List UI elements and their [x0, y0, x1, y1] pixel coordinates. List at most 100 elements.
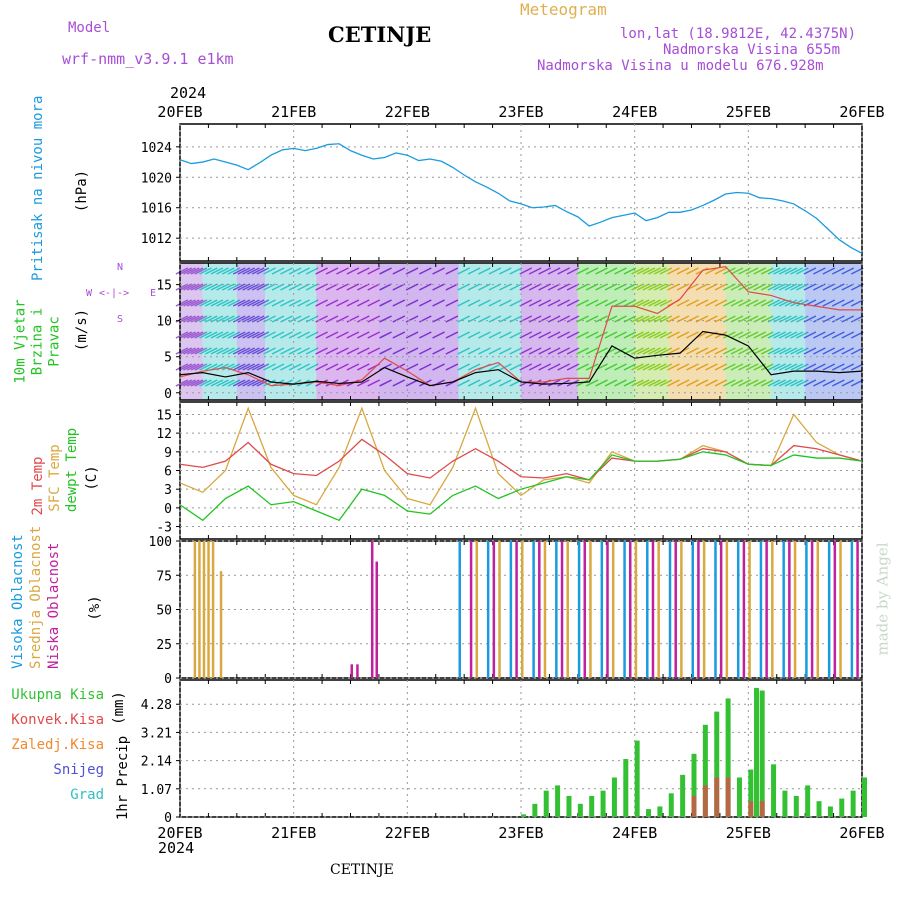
wind-barb	[216, 347, 229, 355]
wind-barb	[379, 379, 392, 387]
wind-barb	[251, 331, 265, 339]
wind-barb	[528, 331, 542, 339]
x-tick-label-top: 22FEB	[385, 103, 430, 121]
wind-barb	[767, 299, 781, 307]
wind-barb	[822, 283, 836, 291]
wind-barb	[271, 267, 285, 275]
wind-barb-band	[805, 263, 862, 400]
wind-barb	[614, 267, 627, 275]
x-tick-label-bottom: 20FEB	[157, 824, 202, 842]
high_cloud-bar	[600, 541, 604, 678]
wind-barb	[232, 363, 246, 371]
low_cloud-bar	[719, 541, 723, 678]
wind-barb	[457, 267, 471, 275]
wind-barb	[405, 363, 419, 371]
wind-barb	[831, 299, 845, 307]
wind-barb	[631, 315, 644, 323]
wind-barb	[288, 283, 302, 291]
compass-s: S	[117, 314, 124, 325]
wind-barb	[488, 267, 502, 275]
wind-barb	[392, 299, 406, 307]
y-tick-label: 15	[156, 279, 172, 294]
wind-barb	[280, 363, 293, 371]
wind-barb	[186, 315, 200, 323]
wind-barb	[659, 283, 673, 291]
wind-barb	[175, 283, 189, 291]
wind-barb	[705, 347, 718, 355]
wind-barb	[221, 315, 235, 323]
total_precip-bar	[759, 690, 765, 817]
wind-barb	[576, 283, 589, 291]
wind-barb	[653, 363, 667, 371]
wind-barb	[271, 299, 285, 307]
total_precip-bar	[771, 764, 777, 817]
wind-barb	[841, 331, 855, 339]
wind-barb	[714, 331, 728, 339]
wind-barb	[585, 283, 599, 291]
y-tick-label: 25	[156, 638, 172, 653]
wind-barb	[190, 347, 204, 355]
wind-barb	[595, 283, 608, 291]
wind-barb	[263, 363, 276, 371]
high_cloud-bar	[691, 541, 694, 678]
total_precip-bar	[816, 801, 822, 817]
high_cloud-bar	[736, 541, 740, 678]
mid_cloud-bar	[211, 541, 215, 678]
wind-barb	[297, 331, 310, 339]
wind-barb	[346, 363, 360, 371]
wind-barb	[210, 283, 224, 291]
low_cloud-bar	[538, 541, 541, 678]
mid_cloud-bar	[521, 541, 524, 678]
wind-barb	[194, 331, 208, 339]
wind-barb	[519, 315, 533, 323]
wind-barb	[831, 283, 845, 291]
mid_cloud-bar	[839, 541, 842, 678]
wind-barb	[528, 363, 542, 371]
wind-barb	[714, 267, 728, 275]
wind-barb	[714, 363, 728, 371]
wind-barb	[247, 283, 260, 291]
mid_cloud-bar	[202, 541, 206, 678]
wind-barb	[247, 299, 260, 307]
wind-barb	[576, 363, 589, 371]
wind-barb	[784, 347, 798, 355]
wind-barb	[667, 347, 680, 355]
total_precip-bar	[623, 759, 629, 817]
wind-barb	[738, 379, 751, 387]
wind-barb	[232, 331, 246, 339]
wind-barb	[356, 363, 370, 371]
wind-barb	[642, 283, 656, 291]
wind-barb	[216, 299, 229, 307]
wind-barb	[263, 267, 276, 275]
low_cloud-bar	[628, 541, 632, 678]
wind-barb	[773, 363, 786, 371]
wind-barb	[667, 379, 680, 387]
wind-barb	[566, 347, 580, 355]
wind-barb	[723, 315, 736, 323]
wind-barb	[778, 267, 792, 275]
wind-barb	[822, 379, 836, 387]
total_precip-bar	[611, 777, 617, 817]
wind-barb	[194, 347, 208, 355]
low_cloud-bar	[856, 541, 859, 678]
wind-barb	[210, 331, 224, 339]
wind-barb	[405, 267, 419, 275]
wind-barb	[251, 299, 265, 307]
wind-barb	[813, 315, 826, 323]
wind-barb	[773, 299, 786, 307]
wind-barb	[723, 331, 736, 339]
total_precip-bar	[691, 753, 697, 817]
wind-barb	[676, 299, 690, 307]
wind-barb	[659, 267, 673, 275]
wind-barb	[714, 299, 728, 307]
y-tick-label: 15	[156, 408, 172, 423]
total_precip-bar	[600, 790, 606, 817]
wind-barb	[367, 267, 381, 275]
wind-barb	[528, 315, 542, 323]
wind-barb	[705, 363, 718, 371]
wind-barb	[784, 331, 798, 339]
wind-barb	[767, 331, 781, 339]
total_precip-bar	[555, 785, 561, 817]
total_precip-bar	[532, 803, 538, 817]
wind-barb	[336, 347, 349, 355]
